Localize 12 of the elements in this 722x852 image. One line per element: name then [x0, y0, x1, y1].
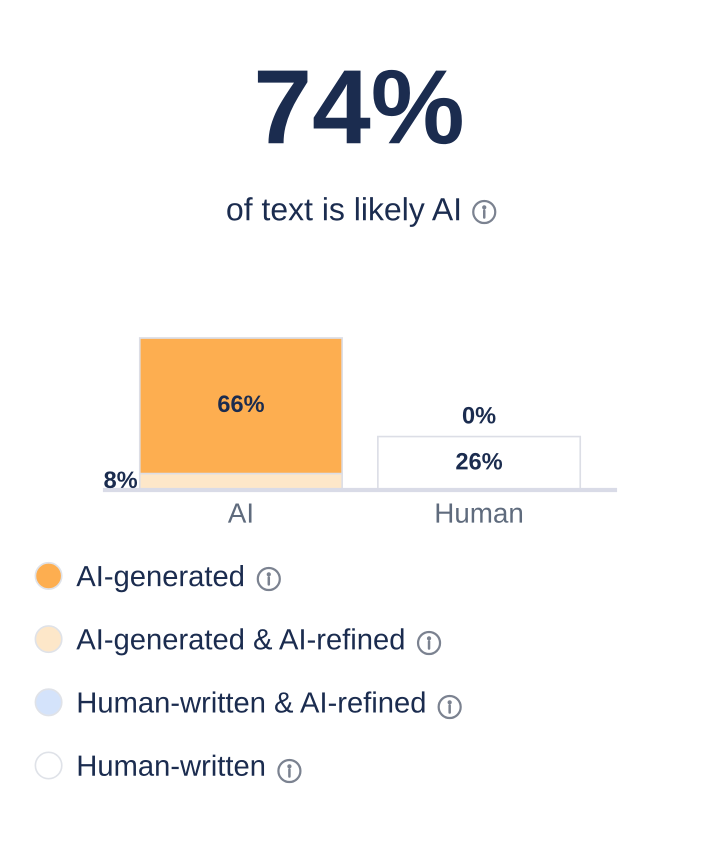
- x-tick-label: AI: [228, 504, 252, 523]
- data-label: 0%: [462, 406, 496, 424]
- x-tick-label: Human: [436, 504, 522, 523]
- chart-title: 74%: [258, 70, 462, 144]
- legend-label: AI-generated: [76, 565, 244, 592]
- data-label: 8%: [104, 471, 138, 488]
- data-label: 66%: [218, 395, 264, 412]
- legend-label: Human-written & AI-refined: [78, 691, 425, 713]
- chart-subtitle: of text is likely AI: [227, 197, 460, 227]
- legend-label: Human-written: [78, 754, 264, 776]
- legend-label: AI-generated & AI-refined: [76, 628, 404, 656]
- data-label: 26%: [456, 452, 502, 470]
